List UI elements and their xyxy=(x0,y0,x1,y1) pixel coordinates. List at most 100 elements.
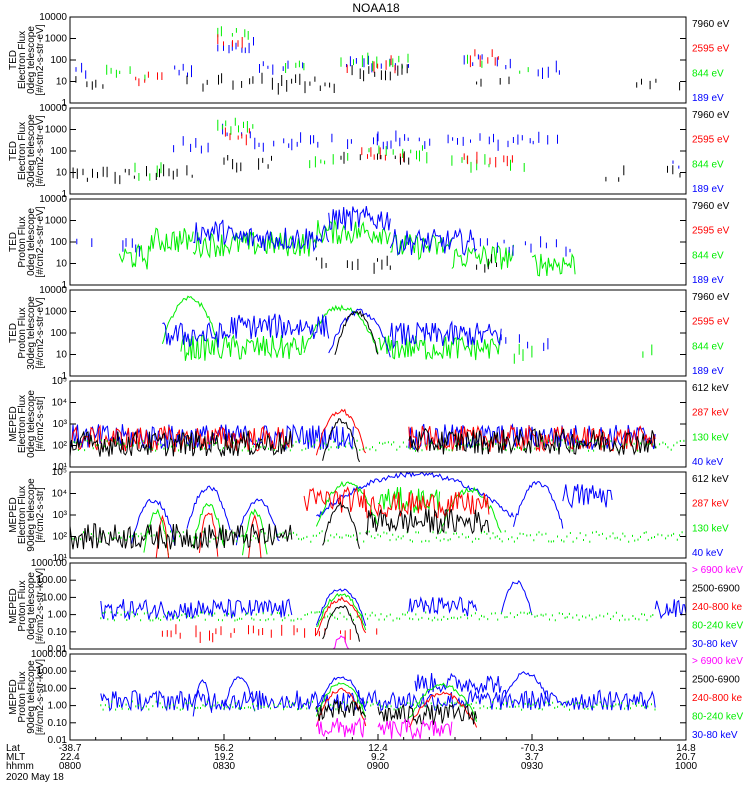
panel-1-ylabel-line-3: 0deg telescope xyxy=(26,26,37,94)
panel-2-series-4-segment-4 xyxy=(605,165,625,182)
panel-4-series-2-segment-5 xyxy=(500,334,549,351)
panel-1-ytick-label-2: 10 xyxy=(56,77,68,88)
panel-7-legend-2: 2500-6900 xyxy=(692,584,740,595)
panel-4-ytick-label-2: 10 xyxy=(56,350,68,361)
panel-7-series-1-segment-3 xyxy=(408,596,478,617)
panel-6-series-1-segment-5 xyxy=(513,481,564,529)
panel-5-legend-1: 612 keV xyxy=(692,383,729,394)
panel-8-series-2-segment-3 xyxy=(408,682,478,722)
panel-7-ytick-label-4: 10.00 xyxy=(42,592,67,603)
panel-1-series-2-segment-6 xyxy=(519,67,529,74)
panel-6-legend-3: 130 keV xyxy=(692,523,729,534)
panel-5-series-1-segment-2 xyxy=(291,423,354,451)
panel-6-series-1-segment-6 xyxy=(562,484,613,509)
bottom-tick-5-hhmm: 1000 xyxy=(675,761,698,772)
panel-6-series-4-segment-1 xyxy=(322,501,360,549)
panel-1-data xyxy=(70,26,681,95)
panel-3-series-1-segment-2 xyxy=(149,227,194,253)
bottom-tick-1-hhmm: 0800 xyxy=(59,761,82,772)
panel-1-series-1-segment-7 xyxy=(537,60,560,79)
bottom-tick-2-hhmm: 0830 xyxy=(213,761,236,772)
panel-8-series-1-segment-3 xyxy=(315,676,367,712)
panel-1-ytick-label-4: 1000 xyxy=(45,34,68,45)
panel-5-ylabel-line-3: 0deg telescope xyxy=(26,390,37,458)
panel-5-frame xyxy=(69,380,687,468)
panel-1-ytick-label-1: 1 xyxy=(61,98,67,109)
bottom-tick-5-mlt: 20.7 xyxy=(676,752,696,763)
panel-1-series-2-segment-2 xyxy=(217,26,249,40)
panel-7-data xyxy=(100,580,686,649)
panel-1-legend-3: 844 eV xyxy=(692,68,724,79)
panel-5-ytick-label-4: 10⁴ xyxy=(52,398,67,409)
panel-4-series-1-segment-4 xyxy=(377,335,502,361)
panel-8-legend-3: 240-800 ke xyxy=(692,693,742,704)
panel-4-series-2-segment-3 xyxy=(328,308,391,358)
panel-4-ytick-label-5: 10000 xyxy=(39,285,67,296)
panel-4-ylabel-line-2: Proton Flux xyxy=(17,307,28,358)
panel-8-legend-5: 30-80 keV xyxy=(692,730,738,741)
panel-1-ytick-label-3: 100 xyxy=(50,55,67,66)
panel-2-series-1-segment-3 xyxy=(254,132,378,152)
bottom-tick-5-lat: 14.8 xyxy=(676,743,696,754)
panel-7-legend-4: 80-240 keV xyxy=(692,621,743,632)
date-label: 2020 May 18 xyxy=(6,772,64,783)
panel-8-ylabel-line-1: MEPED xyxy=(8,679,19,715)
panel-7-ylabel-line-3: 0deg telescope xyxy=(26,572,37,640)
panel-1-legend-2: 2595 eV xyxy=(692,44,730,55)
panel-2-ytick-label-2: 10 xyxy=(56,168,68,179)
panel-4-series-2-segment-4 xyxy=(389,320,502,350)
panel-4-series-3-segment-1 xyxy=(334,310,379,355)
panel-6-ytick-label-2: 10² xyxy=(53,532,68,543)
panel-7-series-1-segment-4 xyxy=(500,580,533,616)
panel-8-series-2-segment-1 xyxy=(100,700,656,711)
panel-8-ytick-label-1: 0.01 xyxy=(48,735,68,746)
panel-8-ylabel-line-2: Proton Flux xyxy=(17,671,28,722)
panel-1-series-3-segment-1 xyxy=(135,71,163,87)
panel-2-series-3-segment-1 xyxy=(224,127,250,146)
bottom-row-label-3: hhmm xyxy=(6,761,34,772)
panel-7-series-3-segment-1 xyxy=(315,596,367,636)
panel-4-series-1-segment-5 xyxy=(513,343,533,364)
panel-5-legend-2: 287 keV xyxy=(692,408,729,419)
panel-8-legend-4: 80-240 keV xyxy=(692,712,743,723)
panel-5-series-4-segment-2 xyxy=(322,418,360,463)
panel-2-frame xyxy=(69,107,687,195)
bottom-tick-4-hhmm: 0930 xyxy=(521,761,544,772)
bottom-tick-4-lat: -70.3 xyxy=(521,743,544,754)
panel-1-series-4-segment-3 xyxy=(351,63,408,82)
panel-6-legend-2: 287 keV xyxy=(692,499,729,510)
panel-2-series-4-segment-2 xyxy=(223,155,272,173)
panel-6-legend-4: 40 keV xyxy=(692,548,723,559)
panel-3-series-1-segment-5 xyxy=(390,234,453,261)
panel-1-series-2-segment-1 xyxy=(106,64,146,81)
panel-6-series-1-segment-1 xyxy=(131,498,176,546)
panel-3-series-1-segment-1 xyxy=(118,243,151,270)
panel-7-series-1-segment-2 xyxy=(315,588,367,626)
panel-6-ytick-label-1: 10¹ xyxy=(53,553,68,564)
panel-2-data xyxy=(70,117,681,185)
panel-2-ylabel-line-1: TED xyxy=(8,141,19,161)
panel-4-legend-1: 7960 eV xyxy=(692,292,730,303)
panel-1-frame xyxy=(69,16,687,104)
panel-6-series-1-segment-2 xyxy=(186,485,231,531)
panel-3-series-3-segment-1 xyxy=(315,255,391,274)
panel-3-series-2-segment-7 xyxy=(479,236,571,257)
panel-7-ytick-label-5: 100.00 xyxy=(36,575,67,586)
panel-3-series-3-segment-2 xyxy=(476,254,497,273)
panel-7-legend-1: > 6900 keV xyxy=(692,565,743,576)
panel-3-series-2-segment-3 xyxy=(193,219,231,245)
panel-8-data xyxy=(100,671,656,740)
panel-2-legend-1: 7960 eV xyxy=(692,110,730,121)
panel-8-ylabel-line-3: 90deg telescope xyxy=(26,660,37,734)
panel-8-series-1-segment-5 xyxy=(500,671,551,706)
panel-1-ylabel-line-4: [#/cm2-s-str-eV] xyxy=(35,24,46,95)
panel-3-ytick-label-5: 10000 xyxy=(39,194,67,205)
panel-2-series-4-segment-3 xyxy=(340,151,410,165)
panel-5-ylabel-line-2: Electron Flux xyxy=(17,395,28,453)
figure-title: NOAA18 xyxy=(352,1,400,15)
panel-1-ytick-label-5: 10000 xyxy=(39,12,67,23)
